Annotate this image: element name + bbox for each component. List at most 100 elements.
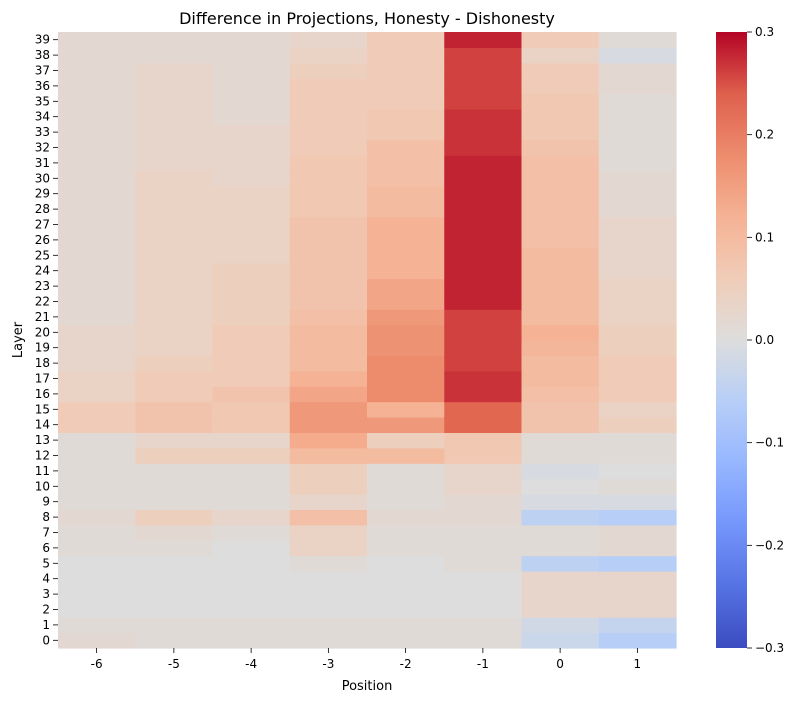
heatmap-cell xyxy=(367,93,445,110)
heatmap-cell xyxy=(367,586,445,603)
heatmap-cell xyxy=(521,540,600,557)
y-tick-label: 14 xyxy=(35,418,50,432)
heatmap-cell xyxy=(58,309,136,326)
heatmap-cell xyxy=(367,370,445,387)
heatmap-cell xyxy=(367,355,445,372)
heatmap-cell xyxy=(135,401,214,418)
heatmap-cell xyxy=(289,263,368,279)
heatmap-cell xyxy=(521,247,600,264)
heatmap-cell xyxy=(598,540,677,557)
heatmap-cell xyxy=(444,216,523,233)
heatmap-cell xyxy=(444,47,523,64)
heatmap-cell xyxy=(135,263,214,279)
heatmap-cell xyxy=(135,170,214,187)
y-tick-label: 34 xyxy=(35,110,50,124)
heatmap-cell xyxy=(598,494,677,510)
heatmap-cell xyxy=(135,62,214,79)
heatmap-cell xyxy=(289,139,368,156)
heatmap-cell xyxy=(58,509,136,526)
heatmap-cell xyxy=(444,309,523,326)
heatmap-cell xyxy=(444,109,523,125)
colorbar-tick-label: 0.2 xyxy=(755,128,774,142)
heatmap-cell xyxy=(367,509,445,526)
heatmap-cell xyxy=(444,93,523,110)
heatmap-cell xyxy=(521,601,600,618)
heatmap-cell xyxy=(444,386,523,403)
heatmap-cell xyxy=(367,201,445,218)
heatmap-cell xyxy=(521,355,600,372)
heatmap-cell xyxy=(598,293,677,310)
x-tick-label: -4 xyxy=(245,657,257,671)
y-tick-label: 31 xyxy=(35,156,50,170)
heatmap-cell xyxy=(444,201,523,218)
x-tick-label: -6 xyxy=(91,657,103,671)
heatmap-cell xyxy=(289,478,368,495)
y-tick-label: 38 xyxy=(35,48,50,62)
heatmap-cell xyxy=(135,309,214,326)
colorbar xyxy=(716,32,747,648)
colorbar-tick-label: 0.1 xyxy=(755,230,774,244)
heatmap-cell xyxy=(289,186,368,202)
heatmap-cell xyxy=(135,586,214,603)
heatmap-cell xyxy=(58,232,136,249)
heatmap-cell xyxy=(289,463,368,480)
heatmap-cell xyxy=(289,32,368,48)
y-tick-label: 20 xyxy=(35,325,50,339)
heatmap-cell xyxy=(289,370,368,387)
heatmap-cell xyxy=(58,124,136,141)
heatmap-cell xyxy=(212,386,291,403)
heatmap-cell xyxy=(212,47,291,64)
y-tick-label: 25 xyxy=(35,248,50,262)
heatmap-cell xyxy=(598,278,677,295)
heatmap-cell xyxy=(135,216,214,233)
heatmap-cell xyxy=(521,386,600,403)
heatmap-cell xyxy=(212,494,291,510)
heatmap-cell xyxy=(212,370,291,387)
heatmap-cell xyxy=(212,232,291,249)
heatmap-cell xyxy=(598,216,677,233)
heatmap-cell xyxy=(598,632,677,649)
heatmap-cell xyxy=(521,401,600,418)
heatmap-cell xyxy=(521,32,600,48)
heatmap-cell xyxy=(521,62,600,79)
heatmap-cell xyxy=(212,216,291,233)
heatmap-cell xyxy=(212,401,291,418)
heatmap-cell xyxy=(289,109,368,125)
y-tick-label: 35 xyxy=(35,94,50,108)
heatmap-cell xyxy=(289,632,368,649)
heatmap-cell xyxy=(135,370,214,387)
heatmap-cell xyxy=(521,463,600,480)
heatmap-cell xyxy=(212,139,291,156)
heatmap-cell xyxy=(521,293,600,310)
heatmap-cell xyxy=(289,540,368,557)
heatmap-cell xyxy=(367,124,445,141)
heatmap-cell xyxy=(289,278,368,295)
heatmap-cell xyxy=(598,617,677,634)
heatmap-cell xyxy=(289,324,368,341)
heatmap-cell xyxy=(444,124,523,141)
heatmap-cell xyxy=(367,432,445,449)
heatmap-cell xyxy=(289,524,368,541)
x-tick-label: -3 xyxy=(322,657,334,671)
colorbar-tick-label: −0.3 xyxy=(755,641,784,655)
heatmap-cell xyxy=(367,447,445,464)
heatmap-cell xyxy=(212,432,291,449)
heatmap-cell xyxy=(598,78,677,95)
heatmap-cell xyxy=(289,47,368,64)
y-tick-label: 33 xyxy=(35,125,50,139)
heatmap-cell xyxy=(289,447,368,464)
heatmap-cell xyxy=(367,309,445,326)
heatmap-cell xyxy=(135,494,214,510)
heatmap-cell xyxy=(212,293,291,310)
heatmap-cell xyxy=(598,170,677,187)
heatmap-cell xyxy=(212,555,291,572)
heatmap-cell xyxy=(521,93,600,110)
y-tick-label: 18 xyxy=(35,356,50,370)
heatmap-cell xyxy=(135,47,214,64)
heatmap-cell xyxy=(521,263,600,279)
heatmap-cell xyxy=(135,432,214,449)
heatmap-cell xyxy=(521,309,600,326)
heatmap-cell xyxy=(58,386,136,403)
heatmap-cell xyxy=(444,586,523,603)
heatmap-cell xyxy=(289,78,368,95)
